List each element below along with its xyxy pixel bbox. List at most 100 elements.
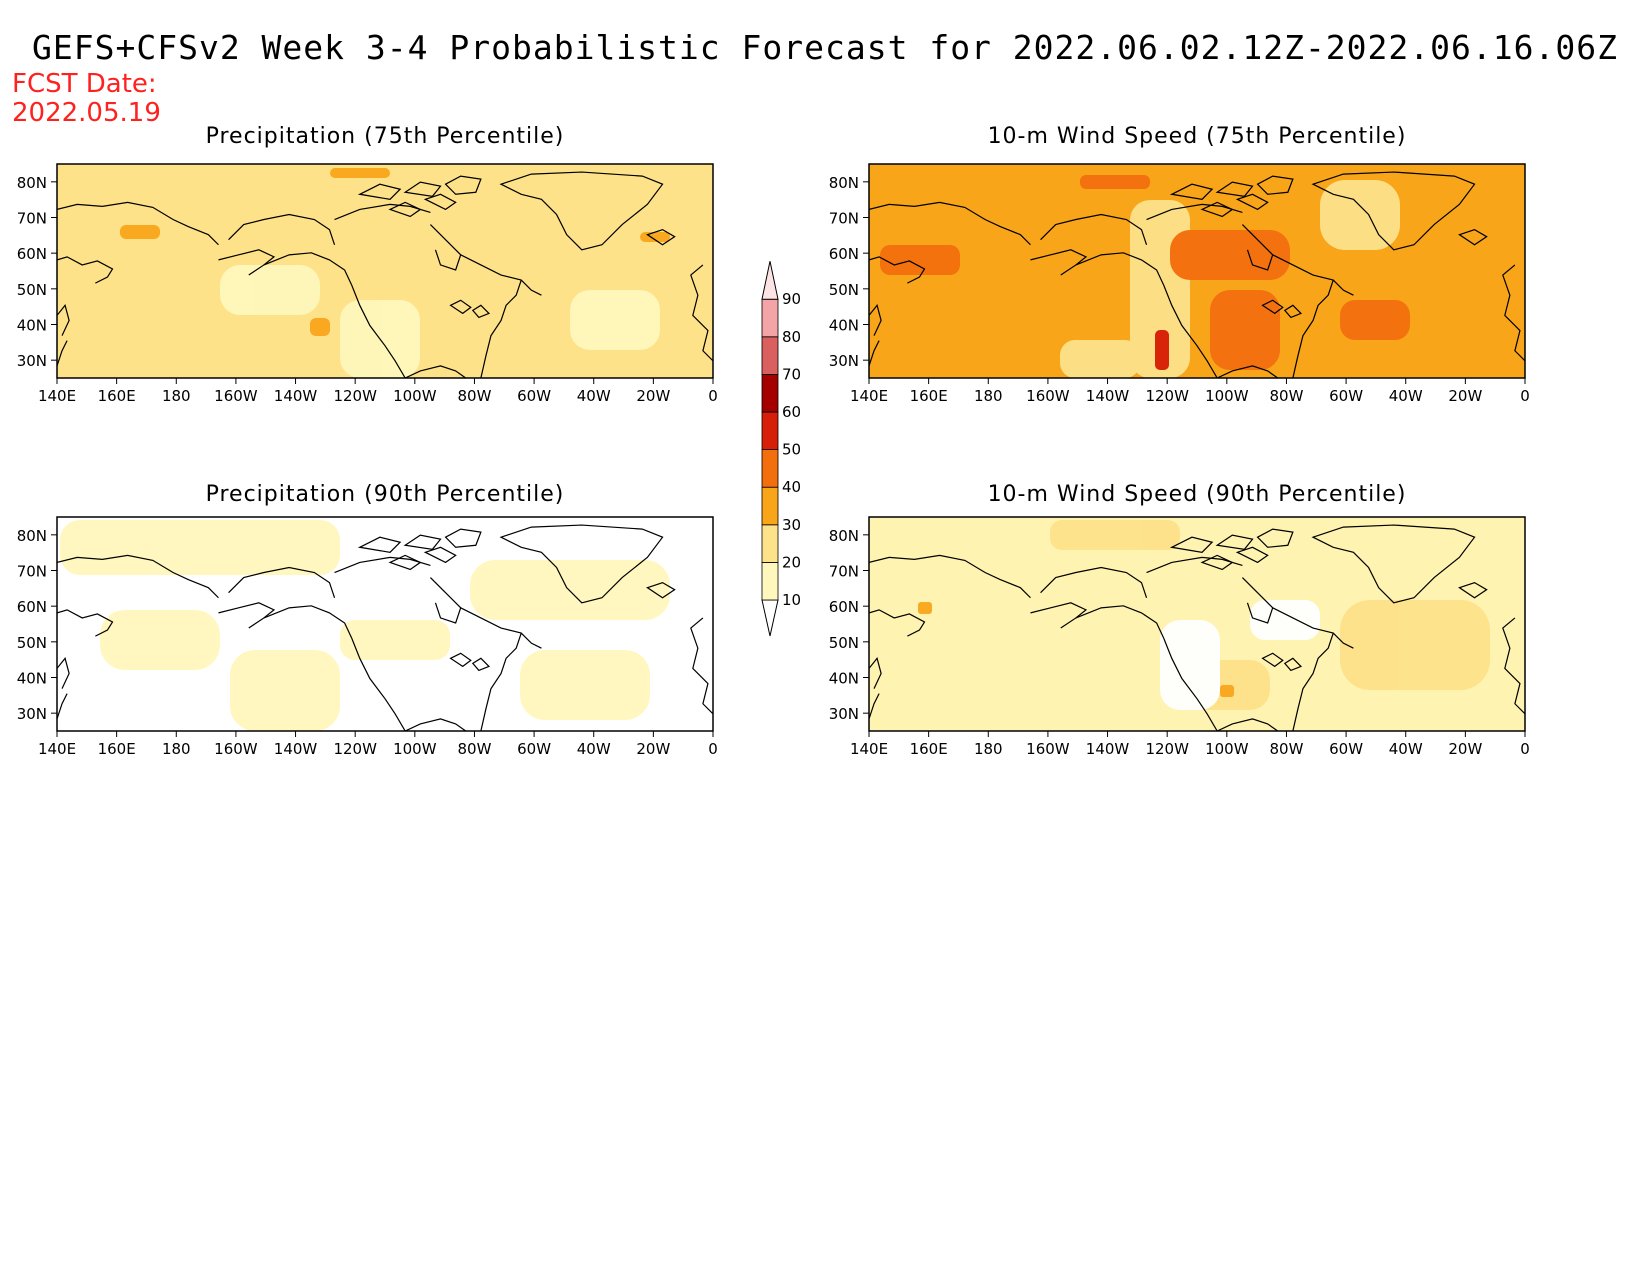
colorbar-segment	[761, 524, 779, 563]
x-tick-label: 140E	[38, 387, 76, 405]
panel-title-precip-90: Precipitation (90th Percentile)	[205, 482, 565, 507]
patch	[60, 520, 340, 575]
patch	[1340, 600, 1490, 690]
forecast-date-block: FCST Date: 2022.05.19	[12, 70, 161, 128]
y-tick-label: 80N	[17, 527, 47, 545]
y-tick-label: 50N	[17, 281, 47, 299]
y-tick-label: 50N	[17, 634, 47, 652]
x-tick-label: 160W	[1026, 387, 1070, 405]
x-tick-label: 160W	[1026, 740, 1070, 758]
colorbar-label: 80	[782, 328, 801, 346]
patch	[1060, 340, 1140, 378]
patch	[1250, 600, 1320, 640]
y-tick-label: 30N	[17, 352, 47, 370]
panel-precip-75	[56, 163, 714, 379]
colorbar-label: 40	[782, 478, 801, 496]
patch	[330, 168, 390, 178]
colorbar-label: 70	[782, 365, 801, 383]
y-tick-label: 30N	[829, 705, 859, 723]
patch	[570, 290, 660, 350]
patch	[1160, 620, 1220, 710]
shading-patches	[60, 520, 670, 731]
colorbar-segment	[761, 298, 779, 338]
colorbar-segment	[761, 411, 779, 450]
colorbar-segment	[761, 486, 779, 526]
y-tick-label: 70N	[17, 210, 47, 228]
plot-frame	[868, 163, 1526, 379]
x-tick-label: 180	[162, 740, 191, 758]
x-tick-label: 160E	[910, 740, 948, 758]
x-tick-label: 80W	[1269, 387, 1303, 405]
patch	[1320, 180, 1400, 250]
y-tick-label: 40N	[829, 670, 859, 688]
x-tick-label: 140E	[850, 740, 888, 758]
x-tick-label: 0	[1520, 740, 1530, 758]
x-tick-label: 100W	[393, 740, 437, 758]
x-tick-label: 60W	[517, 387, 551, 405]
x-tick-label: 40W	[577, 387, 611, 405]
forecast-date-label: FCST Date:	[12, 69, 157, 99]
x-tick-label: 140E	[850, 387, 888, 405]
y-tick-label: 60N	[17, 598, 47, 616]
x-tick-label: 80W	[1269, 740, 1303, 758]
x-tick-label: 20W	[1448, 740, 1482, 758]
x-tick-label: 60W	[517, 740, 551, 758]
x-tick-label: 80W	[457, 740, 491, 758]
y-tick-label: 60N	[829, 245, 859, 263]
colorbar-segment	[761, 562, 779, 601]
plot-frame	[56, 163, 714, 379]
patch	[340, 620, 450, 660]
patch	[1080, 175, 1150, 189]
colorbar-cap-high	[761, 261, 779, 300]
x-tick-label: 140W	[274, 740, 318, 758]
x-tick-label: 160E	[98, 387, 136, 405]
patch	[1210, 290, 1280, 370]
y-tick-label: 70N	[829, 563, 859, 581]
x-tick-label: 140W	[1086, 387, 1130, 405]
colorbar-label: 30	[782, 516, 801, 534]
colorbar-segment	[761, 373, 779, 413]
shading-patches	[120, 168, 670, 378]
patch	[1155, 330, 1169, 370]
panel-wind-90	[868, 516, 1526, 732]
x-tick-label: 160W	[214, 387, 258, 405]
x-tick-label: 20W	[636, 740, 670, 758]
x-tick-label: 100W	[1205, 740, 1249, 758]
y-tick-label: 60N	[829, 598, 859, 616]
patch	[310, 318, 330, 336]
panel-wind-75	[868, 163, 1526, 379]
y-tick-label: 70N	[829, 210, 859, 228]
panel-precip-90	[56, 516, 714, 732]
patch	[520, 650, 650, 720]
x-tick-label: 180	[974, 387, 1003, 405]
patch	[100, 610, 220, 670]
patch	[230, 650, 340, 731]
x-tick-label: 120W	[1145, 740, 1189, 758]
patch	[220, 265, 320, 315]
panel-title-wind-90: 10-m Wind Speed (90th Percentile)	[987, 482, 1407, 507]
y-tick-label: 50N	[829, 634, 859, 652]
y-tick-label: 30N	[17, 705, 47, 723]
x-tick-label: 120W	[333, 387, 377, 405]
colorbar: 10 20 30 40 50 60 70 80 90	[761, 261, 801, 637]
colorbar-cap-low	[761, 599, 779, 637]
x-tick-label: 120W	[333, 740, 377, 758]
y-tick-label: 30N	[829, 352, 859, 370]
x-tick-label: 80W	[457, 387, 491, 405]
colorbar-label: 60	[782, 403, 801, 421]
y-tick-label: 40N	[829, 317, 859, 335]
patch	[640, 232, 670, 242]
y-tick-label: 80N	[829, 174, 859, 192]
patch	[1340, 300, 1410, 340]
x-tick-label: 160E	[98, 740, 136, 758]
patch	[120, 225, 160, 239]
panel-title-wind-75: 10-m Wind Speed (75th Percentile)	[987, 124, 1407, 149]
x-tick-label: 140W	[1086, 740, 1130, 758]
x-tick-label: 60W	[1329, 387, 1363, 405]
colorbar-label: 20	[782, 553, 801, 571]
x-tick-label: 0	[708, 740, 718, 758]
x-tick-label: 0	[708, 387, 718, 405]
x-tick-label: 160E	[910, 387, 948, 405]
patch	[880, 245, 960, 275]
